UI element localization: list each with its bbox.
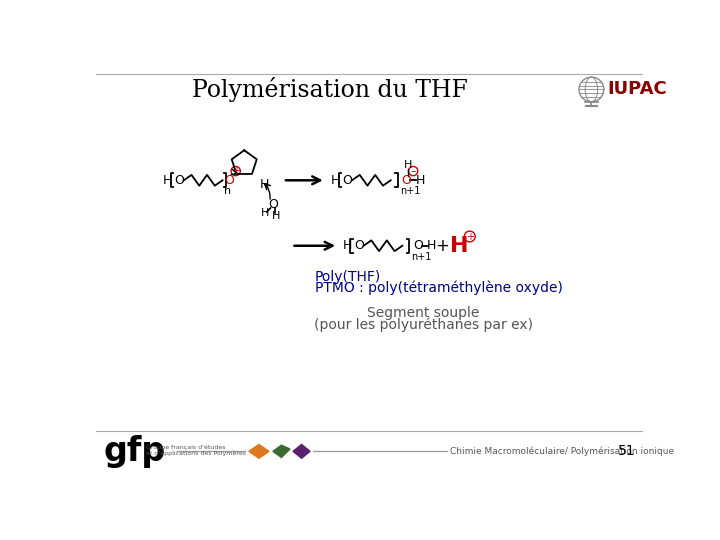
Text: (pour les polyuréthanes par ex): (pour les polyuréthanes par ex) <box>314 317 533 332</box>
Text: O: O <box>343 174 352 187</box>
Text: O: O <box>224 174 234 187</box>
Text: Segment souple: Segment souple <box>367 306 480 320</box>
Text: IUPAC: IUPAC <box>608 80 667 98</box>
Text: H: H <box>427 239 436 252</box>
Text: Chimie Macromoléculaire/ Polymérisation ionique: Chimie Macromoléculaire/ Polymérisation … <box>451 447 675 456</box>
Text: n+1: n+1 <box>400 186 420 196</box>
Text: Poly(THF): Poly(THF) <box>315 269 381 284</box>
Text: n: n <box>224 186 230 196</box>
Text: gfp: gfp <box>104 435 166 468</box>
Text: Groupe français d'études: Groupe français d'études <box>145 445 225 450</box>
Text: O: O <box>413 239 423 252</box>
Polygon shape <box>249 444 269 458</box>
Text: –: – <box>410 166 416 176</box>
Text: Polymérisation du THF: Polymérisation du THF <box>192 77 468 102</box>
Text: O: O <box>269 198 279 212</box>
Text: et d'applications des Polymères: et d'applications des Polymères <box>145 451 246 456</box>
Text: O: O <box>354 239 364 252</box>
Text: O: O <box>174 174 184 187</box>
Text: 51: 51 <box>618 444 636 458</box>
Text: +: + <box>466 232 474 241</box>
Text: H: H <box>163 174 172 187</box>
Text: H: H <box>331 174 341 187</box>
Polygon shape <box>293 444 310 458</box>
FancyArrowPatch shape <box>231 170 237 175</box>
Text: H: H <box>343 239 352 252</box>
Text: n+1: n+1 <box>412 252 432 261</box>
Text: PTMO : poly(tétraméthylène oxyde): PTMO : poly(tétraméthylène oxyde) <box>315 281 562 295</box>
Text: H: H <box>415 174 425 187</box>
Text: +: + <box>232 166 240 176</box>
Text: H: H <box>451 236 469 256</box>
FancyArrowPatch shape <box>264 184 271 199</box>
Text: O: O <box>401 174 411 187</box>
Text: H: H <box>272 211 280 221</box>
Text: +: + <box>436 237 449 255</box>
Text: H: H <box>405 160 413 170</box>
Text: H: H <box>261 208 269 218</box>
Text: H: H <box>260 178 269 191</box>
Polygon shape <box>273 445 290 457</box>
